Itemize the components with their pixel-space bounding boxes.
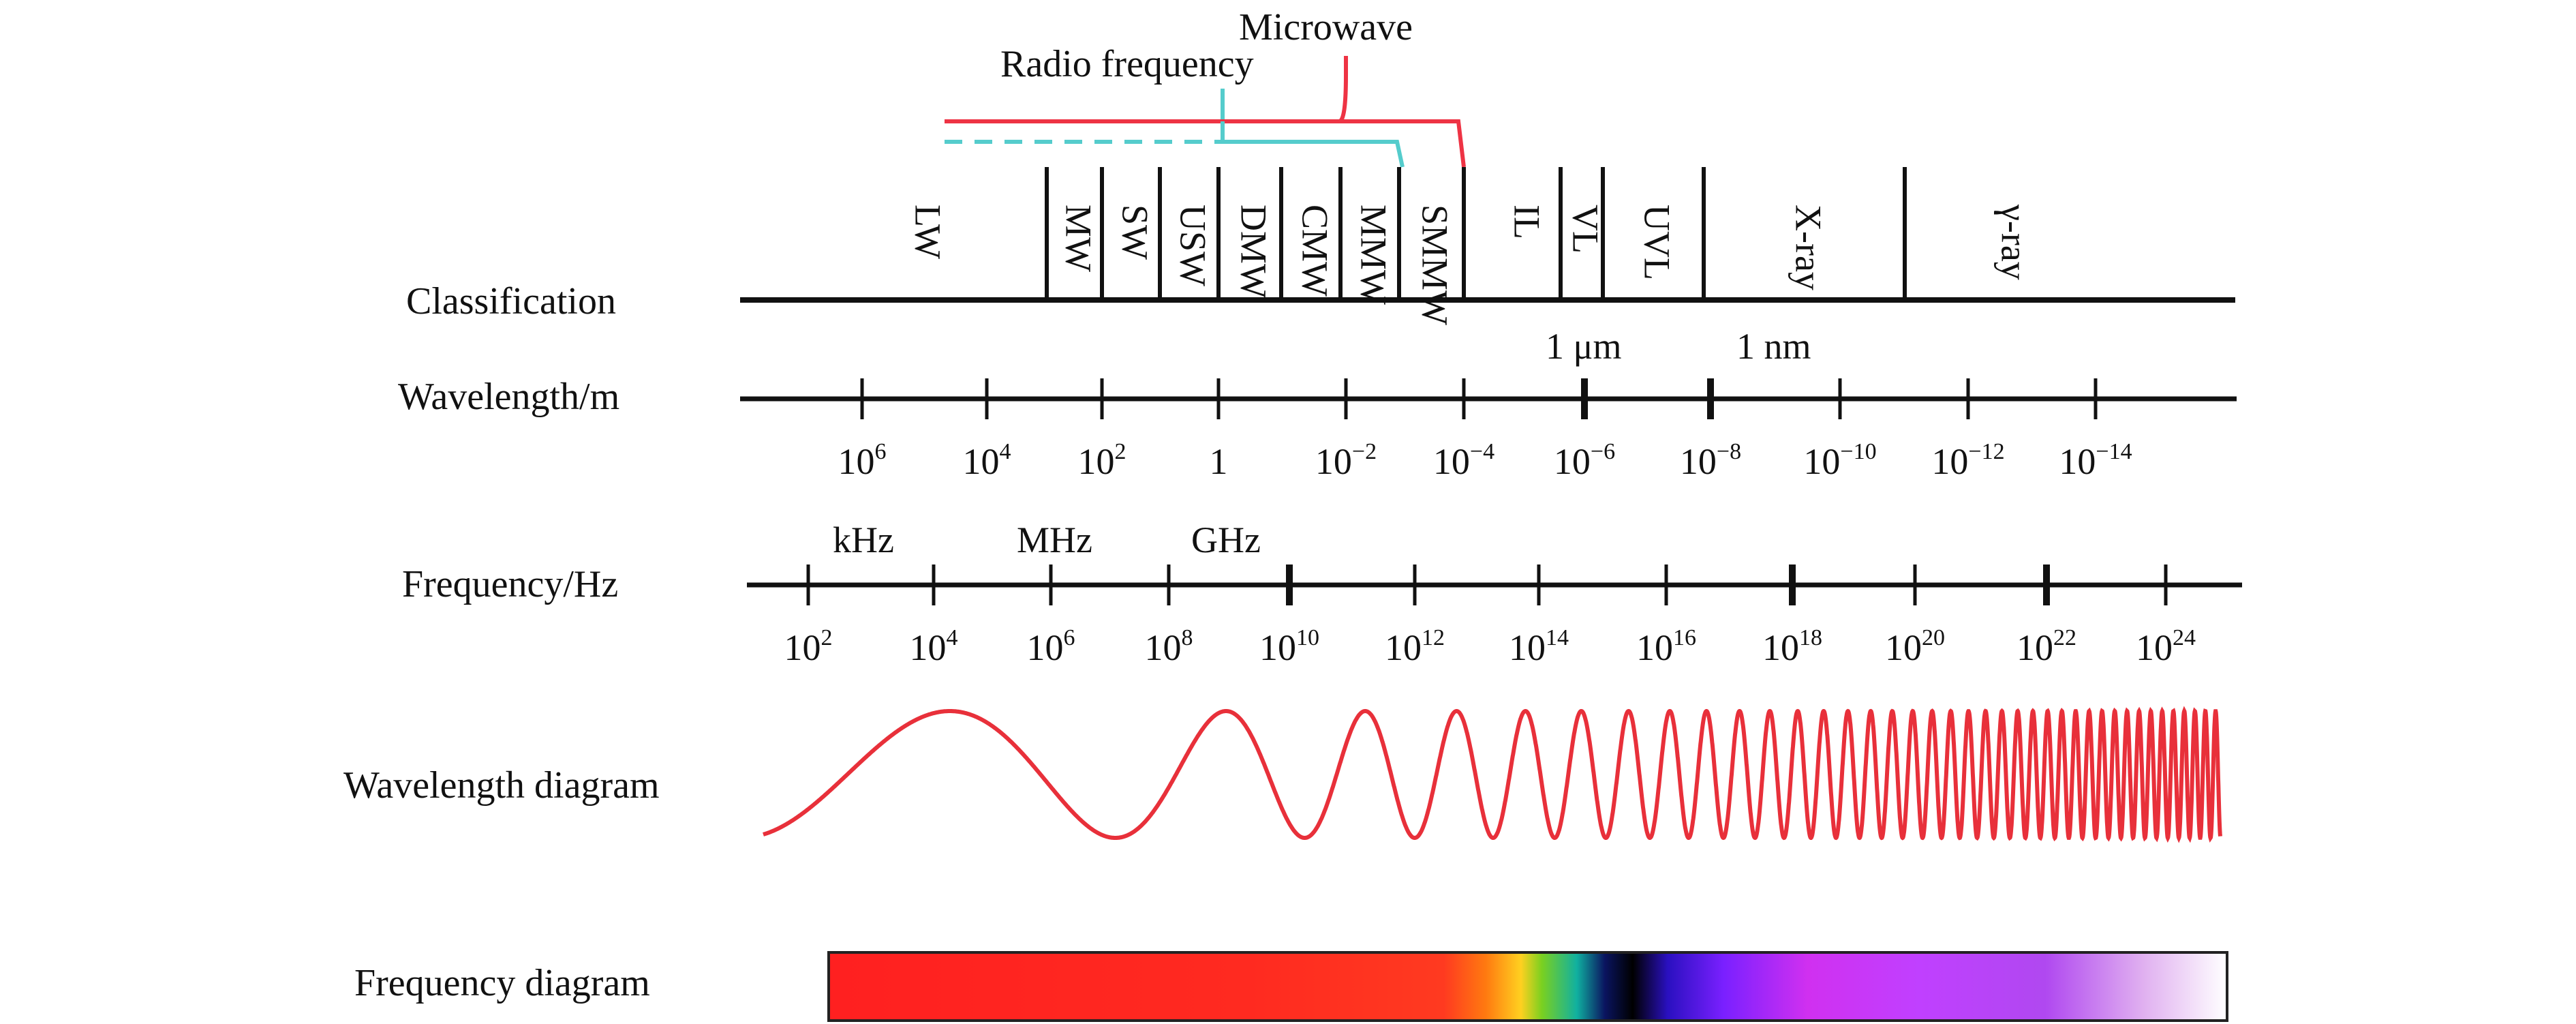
- frequency-tick-label-3: 106: [1027, 625, 1075, 668]
- wavelength-tick-label-10: 10−12: [1931, 439, 2004, 482]
- wavelength-axis-label: Wavelength/m: [398, 376, 619, 418]
- frequency-unit-khz: kHz: [833, 519, 894, 560]
- frequency-tick-label-2: 104: [910, 625, 958, 668]
- wavelength-wave: [763, 706, 2222, 843]
- band-label-uvl: UVL: [1637, 205, 1678, 280]
- band-label-cmw: CMW: [1295, 205, 1336, 297]
- frequency-tick-label-6: 1012: [1385, 625, 1445, 668]
- radio-frequency-label: Radio frequency: [1000, 43, 1254, 85]
- classification-row: LW MW SW USW DMW CMW MMW SMMW IL VL UVL X-ray γ-ray: [740, 167, 2235, 325]
- band-label-mmw: MMW: [1353, 205, 1394, 305]
- frequency-tick-label-8: 1016: [1636, 625, 1696, 668]
- frequency-tick-label-11: 1022: [2017, 625, 2076, 668]
- wavelength-tick-label-4: 1: [1210, 441, 1228, 482]
- wavelength-tick-label-9: 10−10: [1803, 439, 1876, 482]
- frequency-axis-label: Frequency/Hz: [402, 563, 618, 605]
- microwave-label: Microwave: [1239, 6, 1413, 48]
- band-label-dmw: DMW: [1233, 205, 1274, 299]
- wavelength-tick-label-2: 104: [963, 439, 1011, 482]
- classification-label: Classification: [406, 280, 616, 322]
- frequency-tick-label-1: 102: [784, 625, 833, 668]
- band-label-xray: X-ray: [1788, 205, 1829, 290]
- frequency-tick-label-4: 108: [1145, 625, 1193, 668]
- frequency-tick-label-7: 1014: [1509, 625, 1569, 668]
- frequency-unit-ghz: GHz: [1191, 519, 1261, 560]
- band-label-smmw: SMMW: [1415, 205, 1456, 325]
- microwave-bracket-tip: [1338, 56, 1348, 123]
- band-label-γray: γ-ray: [1994, 204, 2035, 280]
- frequency-diagram-label: Frequency diagram: [354, 962, 650, 1004]
- microwave-bracket: [945, 119, 1466, 168]
- frequency-tick-label-5: 1010: [1259, 625, 1319, 668]
- band-label-lw: LW: [908, 205, 949, 259]
- wavelength-tick-label-11: 10−14: [2059, 439, 2132, 482]
- wavelength-unit-micrometer: 1 μm: [1546, 326, 1621, 367]
- frequency-tick-label-10: 1020: [1885, 625, 1945, 668]
- wavelength-tick-label-7: 10−6: [1554, 439, 1615, 482]
- band-label-mw: MW: [1058, 205, 1099, 272]
- frequency-tick-label-12: 1024: [2136, 625, 2196, 668]
- frequency-row: kHz MHz GHz 102 104 106 108 1010 1012 1014 1016…: [747, 519, 2242, 668]
- wavelength-tick-label-5: 10−2: [1315, 439, 1377, 482]
- frequency-tick-label-9: 1018: [1762, 625, 1822, 668]
- frequency-unit-mhz: MHz: [1017, 519, 1092, 560]
- wavelength-tick-label-8: 10−8: [1680, 439, 1741, 482]
- radio-frequency-bracket: [1221, 121, 1405, 168]
- band-label-usw: USW: [1173, 205, 1214, 286]
- frequency-spectrum-bar: [827, 951, 2228, 1022]
- wavelength-row: 1 μm 1 nm 106 104 102 1 10−2 10−4 10−6 10−8 10−1…: [740, 326, 2237, 482]
- band-label-sw: SW: [1115, 205, 1156, 260]
- band-label-vl: VL: [1565, 205, 1606, 254]
- wavelength-diagram-label: Wavelength diagram: [343, 764, 660, 807]
- wavelength-tick-label-3: 102: [1078, 439, 1126, 482]
- wavelength-tick-label-1: 106: [838, 439, 887, 482]
- wavelength-unit-nanometer: 1 nm: [1736, 326, 1811, 367]
- wavelength-tick-label-6: 10−4: [1433, 439, 1494, 482]
- group-brackets: Microwave Radio frequency: [945, 6, 1466, 168]
- band-label-il: IL: [1507, 205, 1548, 239]
